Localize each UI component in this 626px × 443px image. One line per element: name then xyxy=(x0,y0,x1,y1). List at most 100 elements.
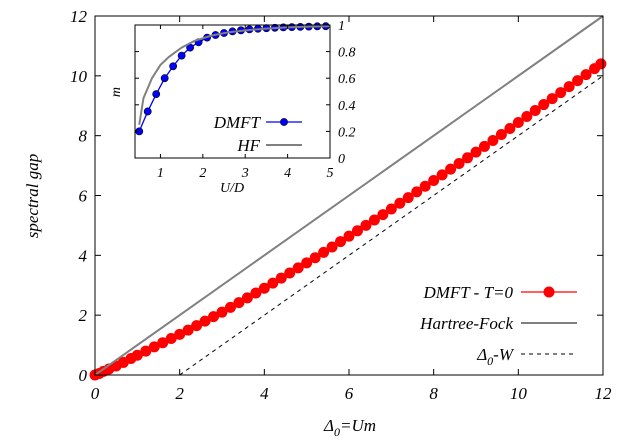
main-y-tick-label: 12 xyxy=(70,7,88,26)
inset-series-layer xyxy=(135,22,331,136)
main-series-dmft-t-0-point xyxy=(309,252,321,264)
main-series-dmft-t-0-point xyxy=(495,128,507,140)
main-series-dmft-t-0-point xyxy=(292,262,304,274)
inset-x-tick-label: 5 xyxy=(327,166,334,181)
main-series-dmft-t-0-point xyxy=(343,230,355,242)
inset-series-hf-line xyxy=(138,25,331,125)
main-series-dmft-t-0-point xyxy=(335,236,347,248)
main-series-dmft-t-0-point xyxy=(199,315,211,327)
x-axis-label: Δ0=Um xyxy=(323,416,376,439)
inset-y-tick-label: 0.2 xyxy=(338,125,356,140)
main-series-dmft-t-0-point xyxy=(385,203,397,215)
main-series-dmft-t-0-point xyxy=(208,311,220,323)
main-y-tick-label: 8 xyxy=(79,127,88,146)
inset-plot-frame xyxy=(134,24,331,159)
main-x-tick-label: 12 xyxy=(595,384,613,403)
main-series-dmft-t-0-point xyxy=(267,277,279,289)
main-series-dmft-t-0-point xyxy=(572,75,584,87)
inset-x-tick-label: 1 xyxy=(157,166,164,181)
main-series-dmft-t-0-point xyxy=(284,267,296,279)
main-series-0-w-line xyxy=(179,75,604,376)
main-x-tick-label: 10 xyxy=(510,384,528,403)
inset-x-tick-label: 3 xyxy=(241,166,249,181)
main-series-hartree-fock-line xyxy=(94,15,604,376)
main-series-dmft-t-0-point xyxy=(131,349,143,361)
main-series-dmft-t-0-point xyxy=(419,180,431,192)
inset-series-dmft-point xyxy=(169,62,178,71)
main-series-dmft-t-0-point xyxy=(191,320,203,332)
main-series-dmft-t-0-point xyxy=(411,186,423,198)
inset-legend-marker-dmft xyxy=(280,118,288,126)
main-y-tick-label: 6 xyxy=(79,187,88,206)
main-x-tick-label: 4 xyxy=(260,384,269,403)
main-legend: DMFT - T=0 Hartree-Fock Δ0-W xyxy=(419,283,577,368)
main-series-dmft-t-0-point xyxy=(462,152,474,164)
main-series-dmft-t-0-point xyxy=(546,93,558,105)
main-series-dmft-t-0-point xyxy=(148,341,160,353)
inset-legend-label-dmft: DMFT xyxy=(213,113,262,132)
x-axis-label-rest: =Um xyxy=(340,416,376,435)
main-y-tick-label: 10 xyxy=(70,67,88,86)
main-series-dmft-t-0-point xyxy=(233,297,245,309)
main-series-dmft-t-0-point xyxy=(529,105,541,117)
legend-label-delta0-w: Δ0-W xyxy=(476,345,515,368)
main-series-dmft-t-0-point xyxy=(428,175,440,187)
main-series-dmft-t-0-point xyxy=(241,292,253,304)
main-y-tick-label: 0 xyxy=(79,366,88,385)
main-series-dmft-t-0-point xyxy=(157,337,169,349)
inset-series-dmft-point xyxy=(160,74,169,83)
main-x-tick-label: 2 xyxy=(175,384,184,403)
main-series-dmft-t-0-point xyxy=(301,257,313,269)
legend-label-dmft-t0: DMFT - T=0 xyxy=(422,283,513,302)
main-series-dmft-t-0-point xyxy=(351,225,363,237)
main-series-dmft-t-0-point xyxy=(504,122,516,134)
main-series-dmft-t-0-point xyxy=(140,345,152,357)
main-series-dmft-t-0-point xyxy=(377,209,389,221)
inset-legend: DMFT HF xyxy=(213,113,302,155)
inset-y-tick-label: 1 xyxy=(338,19,345,34)
main-series-dmft-t-0-point xyxy=(326,241,338,253)
x-axis-label-symbol: Δ xyxy=(323,416,334,435)
inset-y-tick-label: 0 xyxy=(338,152,345,167)
inset-axis-ticks: 1 2 3 4 50 0.2 0.4 0.6 0.8 1 xyxy=(135,19,356,181)
inset-legend-label-hf: HF xyxy=(236,136,260,155)
inset-background xyxy=(135,25,330,158)
main-y-tick-label: 2 xyxy=(79,306,88,325)
inset-y-tick-label: 0.4 xyxy=(338,99,356,114)
legend-marker-dmft-t0 xyxy=(543,286,555,298)
y-axis-label: spectral gap xyxy=(23,154,42,239)
main-series-dmft-t-0-point xyxy=(521,111,533,123)
inset-x-axis-label: U/D xyxy=(220,181,244,196)
main-series-dmft-t-0-point xyxy=(538,99,550,111)
inset-y-tick-label: 0.6 xyxy=(338,72,356,87)
main-series-layer xyxy=(89,15,607,381)
inset-series-dmft-point xyxy=(143,107,152,116)
main-series-dmft-t-0-point xyxy=(250,287,262,299)
main-series-dmft-t-0-point xyxy=(258,282,270,294)
inset-y-tick-label: 0.8 xyxy=(338,46,356,61)
main-series-dmft-t-0-point xyxy=(368,214,380,226)
main-series-dmft-t-0-point xyxy=(470,146,482,158)
main-series-dmft-t-0-point xyxy=(478,140,490,152)
main-x-tick-label: 6 xyxy=(345,384,354,403)
main-x-tick-label: 0 xyxy=(91,384,100,403)
x-axis-label-subscript: 0 xyxy=(334,425,340,439)
legend-label-delta0-w-rest: -W xyxy=(493,345,515,364)
main-series-dmft-t-0-point xyxy=(224,301,236,313)
legend-label-delta0-w-subscript: 0 xyxy=(487,354,493,368)
main-x-tick-label: 8 xyxy=(429,384,438,403)
main-series-dmft-t-0-point xyxy=(436,169,448,181)
inset-plot: 1 2 3 4 50 0.2 0.4 0.6 0.8 1 m U/D DMFT HF xyxy=(109,19,356,196)
inset-x-tick-label: 4 xyxy=(284,166,291,181)
main-series-dmft-t-0-point xyxy=(563,81,575,93)
inset-series-dmft-point xyxy=(152,90,161,99)
legend-label-hartree-fock: Hartree-Fock xyxy=(419,314,513,333)
main-series-dmft-t-0-point xyxy=(487,134,499,146)
main-series-dmft-t-0-point xyxy=(182,324,194,336)
main-series-dmft-t-0-point xyxy=(275,272,287,284)
main-series-dmft-t-0-point xyxy=(165,333,177,345)
main-series-dmft-t-0-point xyxy=(445,163,457,175)
